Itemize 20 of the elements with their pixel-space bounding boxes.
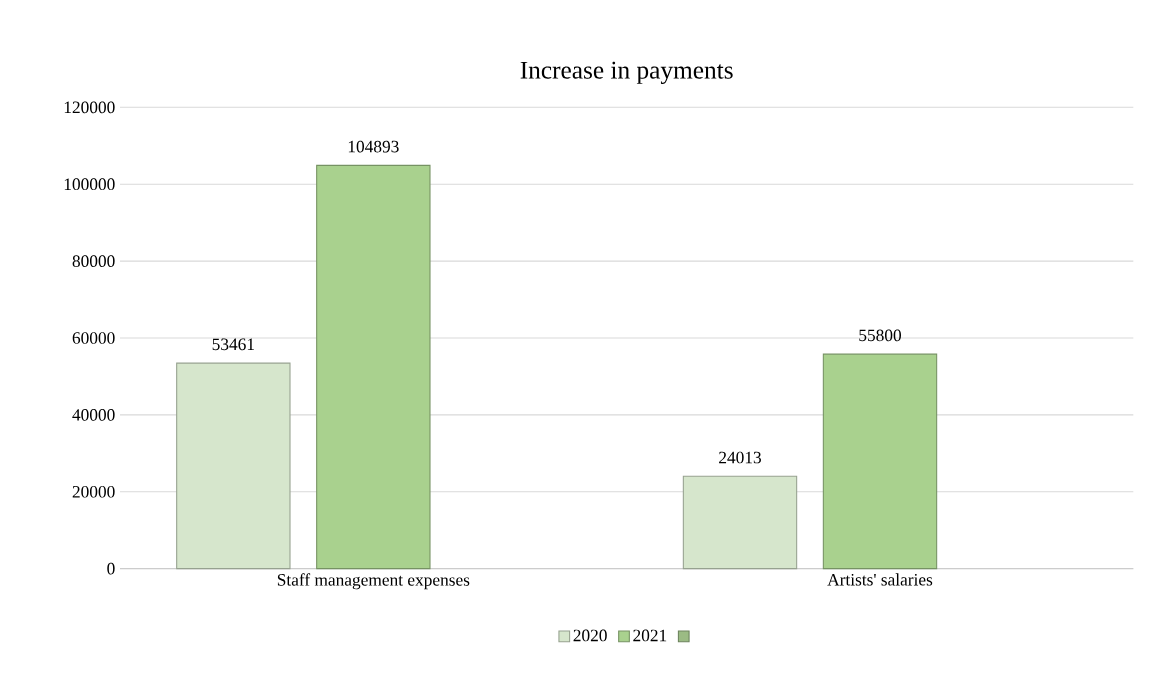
x-tick-label: Staff management expenses (277, 573, 470, 590)
bar (316, 164, 431, 570)
y-tick-label: 100000 (64, 178, 115, 191)
bar (682, 475, 798, 570)
y-tick-label: 120000 (64, 101, 115, 114)
x-tick-label: Artists' salaries (827, 573, 933, 586)
data-label: 24013 (719, 451, 761, 464)
y-tick-label: 60000 (72, 332, 115, 344)
bar (176, 362, 291, 570)
chart-title: Increase in payments (520, 61, 733, 84)
legend-label: 2020 (573, 629, 607, 642)
y-tick-label: 40000 (72, 409, 115, 421)
y-tick-label: 80000 (72, 255, 115, 267)
y-tick-label: 0 (107, 562, 115, 575)
bar (822, 353, 938, 570)
data-label: 53461 (212, 338, 254, 351)
data-label: 55800 (859, 329, 902, 342)
y-tick-label: 20000 (72, 485, 115, 498)
legend-label: 2021 (633, 629, 667, 642)
data-label: 104893 (348, 140, 399, 153)
